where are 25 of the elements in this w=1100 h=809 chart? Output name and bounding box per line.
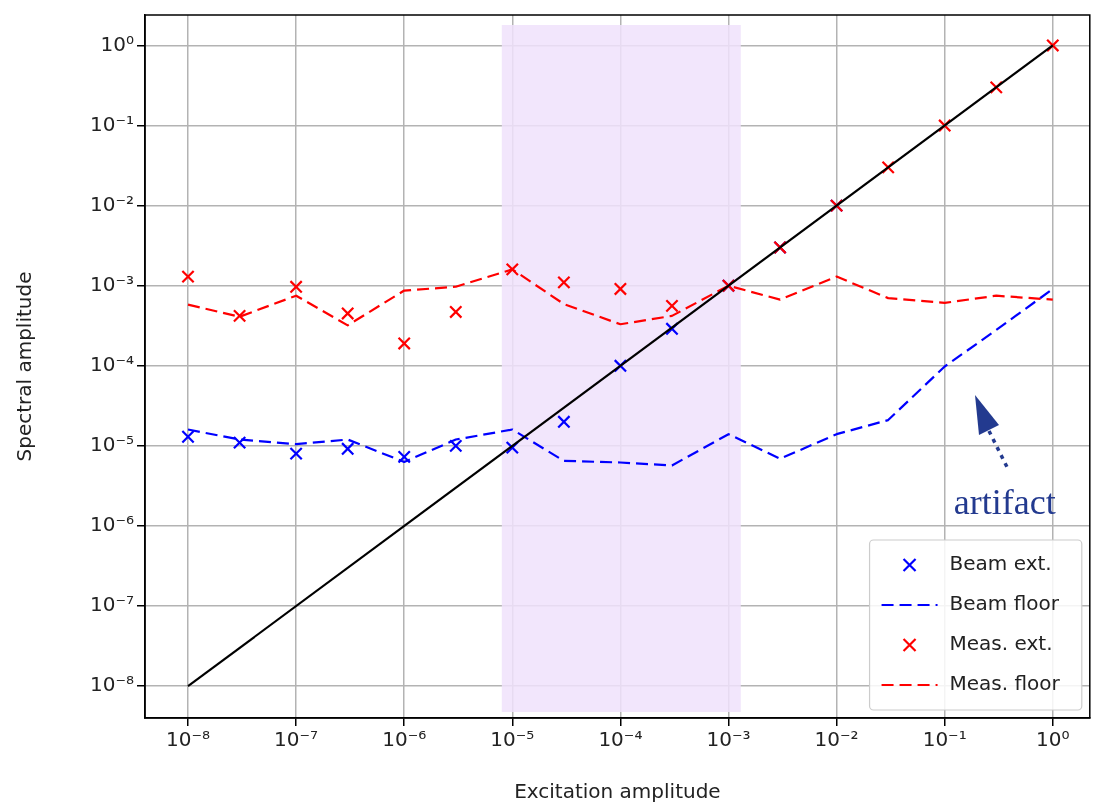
y-tick-label: 10⁻¹ — [89, 111, 134, 136]
legend-label: Meas. floor — [949, 671, 1061, 696]
legend-label: Meas. ext. — [949, 631, 1053, 656]
annotation: artifact — [953, 482, 1056, 523]
x-tick-label: 10⁰ — [1036, 727, 1070, 752]
x-tick-label: 10⁻² — [814, 727, 859, 752]
x-tick-label: 10⁻⁷ — [274, 727, 319, 752]
y-tick-label: 10⁻³ — [89, 271, 134, 296]
legend-label: Beam floor — [949, 591, 1060, 616]
y-tick-label: 10⁻² — [89, 191, 134, 216]
y-tick-label: 10⁻⁶ — [89, 512, 134, 537]
y-tick-label: 10⁰ — [100, 31, 134, 56]
y-tick-label: 10⁻⁴ — [89, 351, 134, 376]
y-tick-label: 10⁻⁸ — [89, 672, 134, 697]
legend-label: Beam ext. — [949, 551, 1052, 576]
x-tick-label: 10⁻⁶ — [382, 727, 427, 752]
x-axis-title: Excitation amplitude — [514, 779, 721, 804]
x-tick-label: 10⁻⁵ — [490, 727, 535, 752]
y-tick-label: 10⁻⁵ — [89, 432, 134, 457]
y-axis-title: Spectral amplitude — [12, 271, 37, 462]
x-tick-label: 10⁻⁴ — [598, 727, 643, 752]
x-tick-label: 10⁻³ — [706, 727, 751, 752]
x-tick-label: 10⁻⁸ — [166, 727, 211, 752]
y-tick-label: 10⁻⁷ — [89, 592, 134, 617]
x-tick-label: 10⁻¹ — [922, 727, 967, 752]
